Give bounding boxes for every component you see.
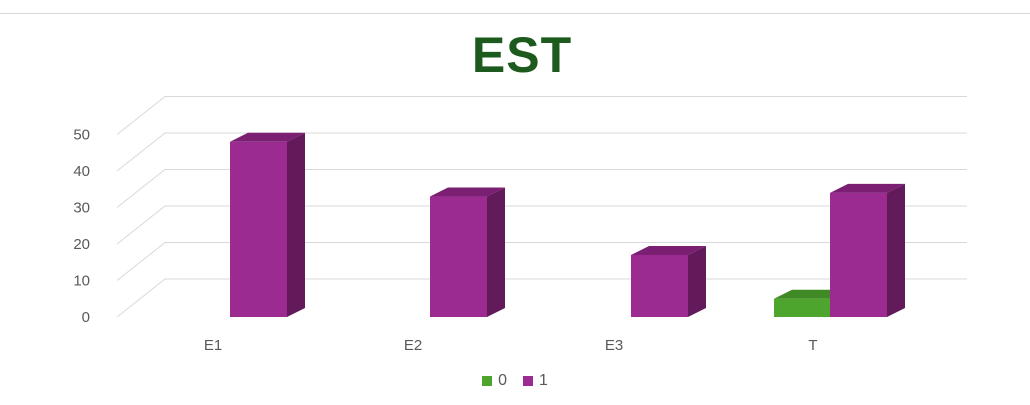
bar-front (230, 141, 287, 317)
bar-top (631, 245, 706, 255)
x-tick-label-E3: E3 (605, 337, 623, 354)
legend-label: 0 (498, 372, 507, 389)
bar-side (688, 245, 706, 317)
bar-front (830, 192, 887, 317)
y-tick-label: 10 (73, 273, 90, 290)
legend-swatch (482, 376, 493, 386)
legend-label: 1 (539, 372, 548, 389)
legend-item-1: 1 (523, 372, 548, 390)
y-tick-label: 50 (73, 127, 90, 144)
bar-E2-series-1 (430, 187, 505, 317)
bar-chart: 0 10 20 30 40 50 E1 E2 E3 T (73, 96, 967, 354)
top-divider (0, 13, 1030, 14)
bar-E3-series-1 (631, 245, 706, 317)
bar-layer (230, 132, 905, 317)
legend-item-0: 0 (482, 372, 507, 390)
x-tick-layer: E1 E2 E3 T (204, 337, 818, 354)
y-tick-label: 20 (73, 236, 90, 253)
gridline-10 (116, 242, 967, 281)
x-tick-label-E1: E1 (204, 337, 222, 354)
x-tick-label-E2: E2 (404, 337, 422, 354)
bar-side (287, 132, 305, 317)
gridline-20 (116, 205, 967, 245)
bar-front (631, 254, 688, 317)
gridline-30 (116, 169, 967, 208)
y-tick-label: 0 (82, 309, 90, 326)
bar-side (887, 183, 905, 317)
bar-front (774, 298, 831, 317)
gridline-40 (116, 132, 967, 172)
bar-E1-series-1 (230, 132, 305, 317)
chart-title: EST (471, 27, 573, 83)
y-tick-label: 40 (73, 163, 90, 180)
bar-front (430, 196, 487, 317)
bar-side (487, 187, 505, 317)
bar-top (230, 132, 305, 142)
bar-top (830, 183, 905, 193)
bar-T-series-1 (830, 183, 905, 317)
y-tick-label: 30 (73, 200, 90, 217)
y-tick-layer: 0 10 20 30 40 50 (73, 127, 90, 327)
x-tick-label-T: T (808, 337, 817, 354)
gridline-50 (116, 96, 967, 135)
legend-swatch (523, 376, 533, 386)
bar-top (430, 187, 505, 197)
